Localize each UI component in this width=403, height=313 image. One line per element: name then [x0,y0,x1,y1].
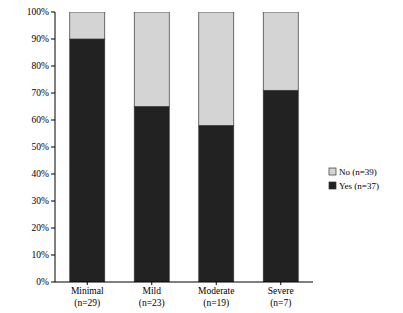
chart: 0% 10% 20% 30% 40% 50% 60% 70% 80% 90% 100% Minimal… [0,0,403,313]
y-tick [51,255,55,256]
y-tick [51,174,55,175]
bar-segment [263,90,298,282]
label-line: Severe [268,286,294,296]
legend-swatch [329,168,336,175]
y-tick-label: 10% [32,250,50,260]
y-tick [51,228,55,229]
y-tick [51,12,55,13]
y-tick [51,93,55,94]
bar-segment [70,39,105,282]
label-line: (n=29) [74,298,100,309]
y-tick-label: 0% [36,277,49,287]
y-axis [55,12,56,282]
y-tick-label: 40% [32,169,50,179]
y-tick-label: 30% [32,196,50,206]
legend-label: Yes (n=37) [339,181,379,191]
y-tick-label: 100% [27,7,49,17]
bar-segment [263,12,298,90]
label-line: Mild [143,286,162,296]
legend-label: No (n=39) [339,167,377,177]
y-tick-label: 20% [32,223,50,233]
bar-segment [199,12,234,125]
x-tick-label: Mild (n=23) [139,286,165,309]
y-tick [51,201,55,202]
y-tick-label: 60% [32,115,50,125]
bars [70,12,299,282]
y-tick [51,39,55,40]
label-line: Moderate [198,286,234,296]
y-tick [51,147,55,148]
bar-segment [134,107,169,283]
label-line: (n=23) [139,298,165,309]
legend-swatch [329,182,336,189]
y-tick-label: 80% [32,61,50,71]
y-tick [51,282,55,283]
label-line: (n=19) [203,298,229,309]
bar-segment [134,12,169,107]
y-tick-label: 90% [32,34,50,44]
y-tick [51,120,55,121]
label-line: Minimal [71,286,104,296]
x-tick-label: Moderate (n=19) [198,286,234,309]
bar-segment [70,12,105,39]
x-axis [55,282,313,283]
y-tick [51,66,55,67]
label-line: (n=7) [270,298,291,309]
x-tick-label: Severe (n=7) [268,286,294,309]
x-tick-label: Minimal (n=29) [71,286,104,309]
y-tick-label: 70% [32,88,50,98]
y-tick-label: 50% [32,142,50,152]
bar-segment [199,125,234,282]
